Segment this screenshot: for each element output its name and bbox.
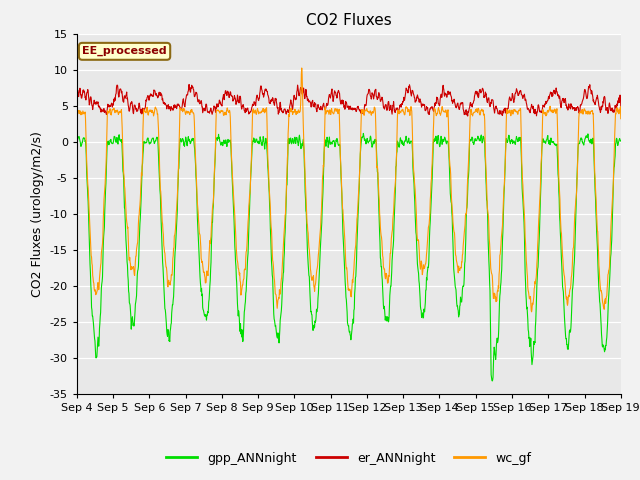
wc_gf — [255, 111, 262, 117]
wc_gf — [434, 111, 442, 117]
gpp_ANNnight — [255, 138, 262, 144]
Line: wc_gf: wc_gf — [77, 68, 621, 312]
Legend: gpp_ANNnight, er_ANNnight, wc_gf: gpp_ANNnight, er_ANNnight, wc_gf — [161, 447, 536, 469]
er_ANNnight — [185, 82, 193, 87]
wc_gf — [194, 205, 202, 211]
er_ANNnight — [464, 113, 472, 119]
er_ANNnight — [617, 103, 625, 109]
er_ANNnight — [434, 95, 442, 101]
er_ANNnight — [255, 96, 263, 102]
gpp_ANNnight — [360, 131, 367, 136]
er_ANNnight — [73, 113, 81, 119]
Line: gpp_ANNnight: gpp_ANNnight — [77, 133, 621, 381]
gpp_ANNnight — [553, 141, 561, 147]
Y-axis label: CO2 Fluxes (urology/m2/s): CO2 Fluxes (urology/m2/s) — [31, 131, 44, 297]
wc_gf — [73, 118, 81, 123]
wc_gf — [298, 65, 305, 71]
gpp_ANNnight — [73, 139, 81, 145]
Title: CO2 Fluxes: CO2 Fluxes — [306, 13, 392, 28]
wc_gf — [505, 108, 513, 114]
wc_gf — [617, 116, 625, 121]
wc_gf — [180, 107, 188, 112]
er_ANNnight — [553, 89, 561, 95]
wc_gf — [553, 106, 561, 111]
gpp_ANNnight — [194, 223, 202, 229]
gpp_ANNnight — [505, 132, 513, 138]
gpp_ANNnight — [180, 144, 188, 149]
er_ANNnight — [195, 99, 202, 105]
Line: er_ANNnight: er_ANNnight — [77, 84, 621, 116]
er_ANNnight — [180, 103, 188, 109]
gpp_ANNnight — [488, 378, 496, 384]
gpp_ANNnight — [617, 138, 625, 144]
er_ANNnight — [505, 98, 513, 104]
gpp_ANNnight — [434, 138, 442, 144]
wc_gf — [528, 309, 536, 315]
Text: EE_processed: EE_processed — [82, 46, 167, 57]
